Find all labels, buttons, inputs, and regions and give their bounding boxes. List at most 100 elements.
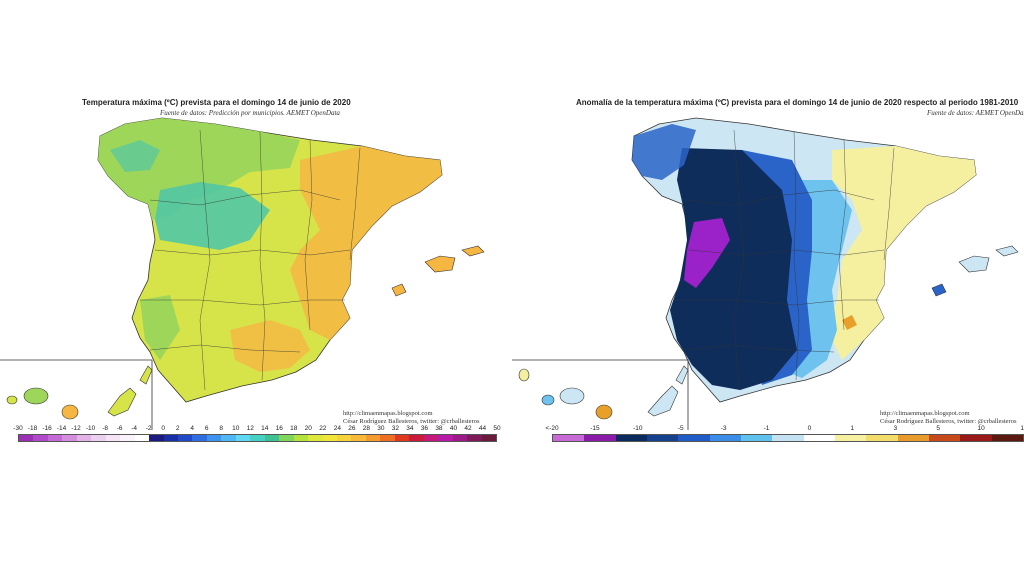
deep-navy-west [670, 148, 797, 390]
legend-tick-label: 38 [435, 425, 443, 432]
legend-swatch [264, 435, 280, 441]
legend-swatch [221, 435, 236, 441]
cool-region-galicia [110, 140, 160, 172]
legend-tick-label: 28 [362, 425, 370, 432]
legend-tick-label: 1 [850, 425, 855, 432]
mild-region-west [140, 295, 180, 360]
legend-tick-label: -1 [763, 425, 770, 432]
legend-swatch [177, 435, 193, 441]
legend-tick-label: 16 [275, 425, 283, 432]
legend-tick-label: 32 [391, 425, 400, 432]
legend-tick-label: 34 [406, 425, 414, 432]
legend-swatch [308, 435, 323, 441]
legend-swatch [206, 435, 222, 441]
anomaly-legend: <-20-15-10-5-3-101351015 [545, 425, 1024, 447]
legend-tick-label: -14 [56, 425, 67, 432]
legend-swatch [19, 435, 34, 441]
legend-tick-label: 10 [232, 425, 240, 432]
legend-swatch [293, 435, 309, 441]
legend-tick-label: 0 [161, 425, 165, 432]
legend-tick-label: 30 [377, 425, 385, 432]
legend-tick-label: 26 [348, 425, 356, 432]
legend-tick-label: -10 [633, 425, 643, 432]
legend-tick-label: <-20 [545, 425, 559, 432]
legend-tick-label: -8 [102, 425, 108, 432]
legend-tick-label: -5 [677, 425, 684, 432]
legend-tick-label: 14 [261, 425, 269, 432]
legend-swatch [991, 435, 1023, 441]
legend-tick-label: 8 [219, 425, 224, 432]
legend-tick-label: 2 [175, 425, 180, 432]
warm-region-south [230, 320, 310, 372]
legend-tick-label: 12 [246, 425, 254, 432]
legend-tick-label: -2 [145, 425, 152, 432]
legend-tick-label: -16 [42, 425, 52, 432]
legend-swatch [409, 435, 424, 441]
legend-tick-label: 3 [893, 425, 898, 432]
legend-tick-label: 20 [304, 425, 312, 432]
legend-swatch [553, 435, 585, 441]
legend-tick-label: 4 [190, 425, 194, 432]
map-title: Anomalía de la temperatura máxima (ºC) p… [576, 98, 1019, 107]
legend-swatch [452, 435, 468, 441]
balearic-islands [958, 255, 990, 273]
legend-bar [18, 434, 497, 442]
mild-region-north [98, 118, 300, 220]
legend-swatch [803, 435, 835, 441]
legend-tick-label: 42 [464, 425, 472, 432]
legend-tick-label: -3 [720, 425, 727, 432]
legend-tick-label: 6 [204, 425, 209, 432]
legend-tick-label: 15 [1020, 425, 1024, 432]
legend-tick-label: -30 [13, 425, 23, 432]
legend-swatch [866, 435, 898, 441]
legend-tick-label: -12 [71, 425, 81, 432]
legend-swatch [76, 435, 92, 441]
legend-swatch [584, 435, 616, 441]
province-borders [140, 129, 361, 391]
legend-swatch [740, 435, 773, 441]
purple-extreme [684, 218, 730, 288]
legend-tick-label: 18 [290, 425, 298, 432]
cool-region-northwest [155, 182, 270, 250]
legend-swatch [192, 435, 207, 441]
legend-swatch [62, 435, 77, 441]
temperature-map [0, 117, 485, 430]
legend-swatch [423, 435, 439, 441]
legend-swatch [394, 435, 410, 441]
legend-swatch [163, 435, 178, 441]
galicia-blue [632, 124, 696, 180]
map-subtitle: Fuente de datos: AEMET OpenData [927, 109, 1024, 117]
warm-region-east [290, 146, 442, 340]
legend-swatch [47, 435, 63, 441]
legend-labels: <-20-15-10-5-3-101351015 [545, 425, 1024, 434]
legend-swatch [235, 435, 251, 441]
legend-tick-label: 50 [493, 425, 501, 432]
legend-swatch [105, 435, 121, 441]
orange-hotspot [842, 315, 857, 330]
legend-swatch [615, 435, 647, 441]
legend-swatch [481, 435, 496, 441]
canary-inset-frame [0, 359, 153, 430]
legend-tick-label: 24 [333, 425, 341, 432]
canary-islands [6, 365, 153, 420]
legend-tick-label: -18 [27, 425, 38, 432]
canary-islands [518, 365, 689, 420]
temperature-legend: -30 -18 -16 -14 -12 -10 -8 -6 -4 -2 0 2 4 6 8 10 12 14 16 1… [13, 425, 501, 447]
pale-yellow-east [827, 146, 976, 360]
legend-swatch [709, 435, 741, 441]
legend-tick-label: 5 [936, 425, 940, 432]
legend-swatch [438, 435, 453, 441]
legend-swatch [646, 435, 679, 441]
map-subtitle: Fuente de datos: Predicción por municipi… [160, 109, 340, 117]
legend-swatch [250, 435, 265, 441]
legend-labels: -30 -18 -16 -14 -12 -10 -8 -6 -4 -2 0 2 4 6 8 10 12 14 16 1… [13, 425, 501, 434]
legend-swatch [120, 435, 135, 441]
legend-swatch [960, 435, 992, 441]
legend-tick-label: 22 [319, 425, 327, 432]
credit-author: César Rodríguez Ballesteros, twitter: @c… [343, 418, 480, 425]
legend-swatch [380, 435, 395, 441]
province-borders [674, 129, 895, 391]
legend-tick-label: -15 [590, 425, 600, 432]
legend-swatch [897, 435, 929, 441]
legend-swatch [279, 435, 294, 441]
